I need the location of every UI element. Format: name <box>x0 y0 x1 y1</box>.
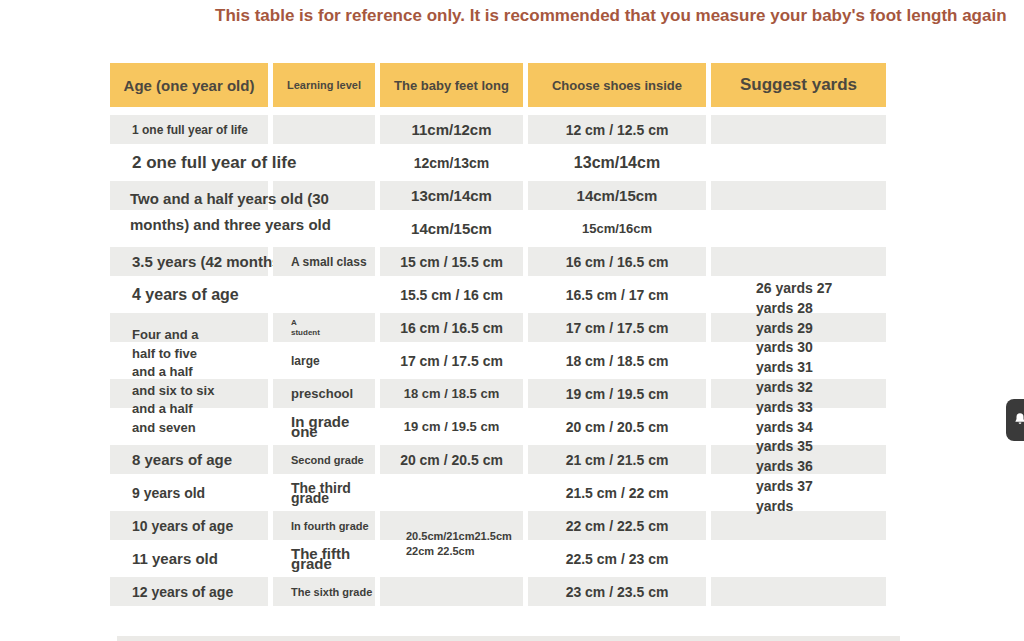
cell-yards <box>711 179 886 212</box>
cell-shoes: 12 cm / 12.5 cm <box>528 113 706 146</box>
cell-age-merged-rows-7-10: Four and a half to five and a half and s… <box>132 326 214 438</box>
cell-level: In grade one <box>273 410 375 443</box>
cell-yards <box>711 146 886 179</box>
cell-level <box>273 146 375 179</box>
table-row: 1 one full year of life 11cm/12cm 12 cm … <box>110 113 886 146</box>
cell-age: 3.5 years (42 months) <box>110 245 268 278</box>
table-row: 12 years of age The sixth grade 23 cm / … <box>110 575 886 608</box>
header-baby-feet-long: The baby feet long <box>380 63 523 107</box>
cell-feet: 14cm/15cm <box>380 212 523 245</box>
size-chart-table: Age (one year old) Learning level The ba… <box>110 63 886 608</box>
cell-age: 10 years of age <box>110 509 268 542</box>
cell-yards <box>711 212 886 245</box>
cell-age: 11 years old <box>110 542 268 575</box>
cell-shoes: 22 cm / 22.5 cm <box>528 509 706 542</box>
cell-feet: 12cm/13cm <box>380 146 523 179</box>
cell-level: A student <box>273 311 375 344</box>
cell-age: 1 one full year of life <box>110 113 268 146</box>
table-header-row: Age (one year old) Learning level The ba… <box>110 63 886 107</box>
cell-yards <box>711 575 886 608</box>
header-choose-shoes-inside: Choose shoes inside <box>528 63 706 107</box>
next-section-edge <box>117 636 900 641</box>
cell-age: 12 years of age <box>110 575 268 608</box>
cell-yards <box>711 542 886 575</box>
header-age: Age (one year old) <box>110 63 268 107</box>
cell-level <box>273 278 375 311</box>
cell-feet: 11cm/12cm <box>380 113 523 146</box>
cell-shoes: 21.5 cm / 22 cm <box>528 476 706 509</box>
cell-level: preschool <box>273 377 375 410</box>
header-suggest-yards: Suggest yards <box>711 63 886 107</box>
cell-feet: 15.5 cm / 16 cm <box>380 278 523 311</box>
cell-level: The fifth grade <box>273 542 375 575</box>
cell-feet <box>380 575 523 608</box>
cell-age: 4 years of age <box>110 278 268 311</box>
cell-feet: 13cm/14cm <box>380 179 523 212</box>
cell-shoes: 15cm/16cm <box>528 212 706 245</box>
cell-yards <box>711 245 886 278</box>
cell-suggest-yards-list: 26 yards 27 yards 28 yards 29 yards 30 y… <box>756 279 832 517</box>
cell-yards <box>711 113 886 146</box>
header-learning-level: Learning level <box>273 63 375 107</box>
cell-level: large <box>273 344 375 377</box>
cell-feet <box>380 476 523 509</box>
cell-shoes: 18 cm / 18.5 cm <box>528 344 706 377</box>
cell-level: The third grade <box>273 476 375 509</box>
cell-feet: 16 cm / 16.5 cm <box>380 311 523 344</box>
cell-level: Second grade <box>273 443 375 476</box>
cell-feet: 18 cm / 18.5 cm <box>380 377 523 410</box>
bell-icon <box>1013 412 1024 429</box>
table-row: 3.5 years (42 months) A small class 15 c… <box>110 245 886 278</box>
cell-shoes: 20 cm / 20.5 cm <box>528 410 706 443</box>
cell-shoes: 17 cm / 17.5 cm <box>528 311 706 344</box>
cell-level: In fourth grade <box>273 509 375 542</box>
cell-shoes: 14cm/15cm <box>528 179 706 212</box>
cell-feet-merged-rows-13-14: 20.5cm/21cm21.5cm 22cm 22.5cm <box>406 529 512 559</box>
table-row: 2 one full year of life 12cm/13cm 13cm/1… <box>110 146 886 179</box>
cell-shoes: 22.5 cm / 23 cm <box>528 542 706 575</box>
cell-feet: 19 cm / 19.5 cm <box>380 410 523 443</box>
cell-shoes: 13cm/14cm <box>528 146 706 179</box>
cell-feet: 15 cm / 15.5 cm <box>380 245 523 278</box>
cell-age: 9 years old <box>110 476 268 509</box>
cell-shoes: 21 cm / 21.5 cm <box>528 443 706 476</box>
cell-feet: 17 cm / 17.5 cm <box>380 344 523 377</box>
cell-shoes: 16.5 cm / 17 cm <box>528 278 706 311</box>
notification-fab-button[interactable] <box>1006 399 1024 441</box>
cell-age-merged-rows-3-4: Two and a half years old (30 months) and… <box>130 186 348 238</box>
cell-shoes: 23 cm / 23.5 cm <box>528 575 706 608</box>
cell-age: 2 one full year of life <box>110 146 268 179</box>
cell-shoes: 16 cm / 16.5 cm <box>528 245 706 278</box>
page-title: This table is for reference only. It is … <box>215 6 1007 26</box>
page: This table is for reference only. It is … <box>0 0 1024 641</box>
cell-level: A small class <box>273 245 375 278</box>
cell-level: The sixth grade <box>273 575 375 608</box>
cell-level <box>273 113 375 146</box>
cell-feet: 20 cm / 20.5 cm <box>380 443 523 476</box>
cell-shoes: 19 cm / 19.5 cm <box>528 377 706 410</box>
cell-age: 8 years of age <box>110 443 268 476</box>
